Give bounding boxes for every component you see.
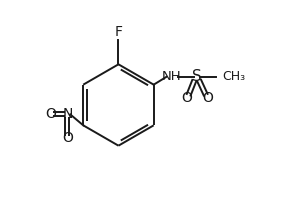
Text: O: O xyxy=(203,91,214,105)
Text: O: O xyxy=(181,91,192,105)
Text: NH: NH xyxy=(162,70,181,83)
Text: S: S xyxy=(192,69,201,84)
Text: O: O xyxy=(45,107,56,121)
Text: N: N xyxy=(62,107,73,121)
Text: O: O xyxy=(62,131,73,145)
Text: F: F xyxy=(115,25,123,39)
Text: CH₃: CH₃ xyxy=(222,70,245,83)
